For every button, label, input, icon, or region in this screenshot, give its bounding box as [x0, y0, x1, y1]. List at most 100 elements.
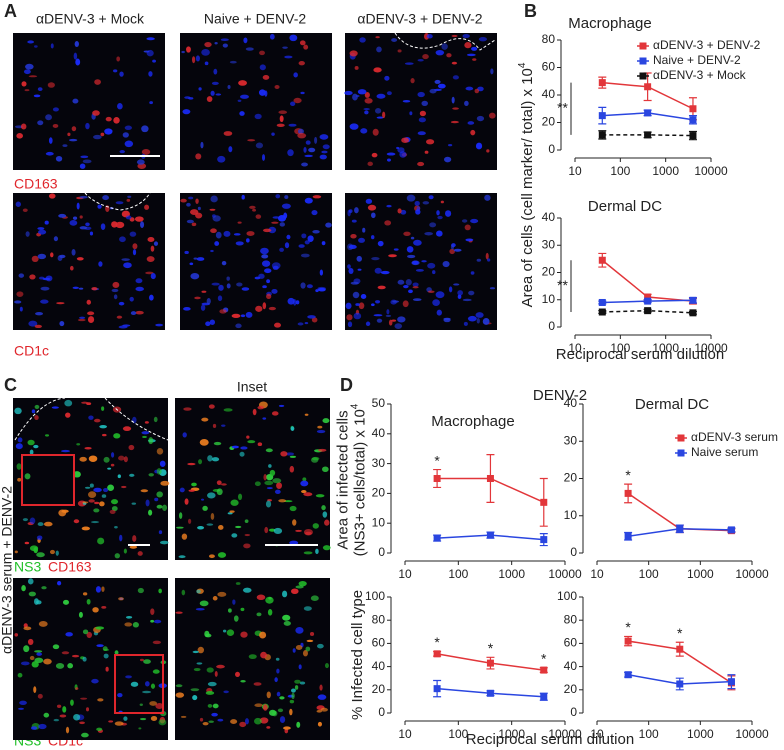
cell-dot: [235, 582, 241, 585]
cell-dot: [76, 202, 80, 210]
cell-dot: [304, 154, 313, 158]
cell-dot: [442, 260, 450, 268]
cell-dot: [397, 49, 402, 53]
cell-dot: [371, 152, 378, 158]
cell-dot: [143, 659, 151, 664]
cell-dot: [298, 580, 307, 587]
cell-dot: [244, 519, 249, 523]
cell-dot: [223, 408, 233, 412]
cell-dot: [319, 269, 324, 276]
cell-dot: [353, 312, 362, 320]
cell-dot: [97, 204, 102, 209]
cell-dot: [41, 586, 47, 590]
cell-dot: [56, 704, 62, 709]
cell-dot: [484, 194, 491, 201]
cell-dot: [128, 444, 135, 451]
cell-dot: [103, 648, 110, 651]
cell-dot: [233, 615, 239, 622]
cell-dot: [273, 527, 283, 535]
cell-dot: [406, 246, 414, 253]
cell-dot: [188, 489, 196, 492]
cell-dot: [444, 210, 452, 217]
cell-dot: [80, 155, 89, 159]
cell-dot: [303, 44, 309, 50]
cell-dot: [243, 543, 251, 549]
cell-dot: [412, 298, 422, 301]
x-tick-label: 100: [639, 567, 659, 581]
cell-dot: [103, 456, 110, 463]
y-tick-label: 10: [372, 515, 386, 529]
cell-dot: [93, 508, 100, 513]
cell-dot: [279, 716, 286, 724]
cell-dot: [451, 61, 458, 65]
cell-dot: [93, 418, 101, 423]
cell-dot: [223, 690, 229, 694]
cell-dot: [376, 46, 382, 53]
cell-dot: [214, 41, 218, 45]
cell-dot: [91, 678, 99, 684]
cell-dot: [427, 290, 435, 293]
cell-dot: [135, 286, 144, 292]
cell-dot: [62, 599, 69, 605]
cell-dot: [421, 100, 428, 106]
cell-dot: [179, 487, 185, 493]
cell-dot: [132, 416, 137, 424]
cell-dot: [375, 36, 380, 39]
cell-dot: [289, 505, 297, 512]
cell-dot: [356, 255, 362, 262]
y-tick-label: 30: [372, 456, 386, 470]
cell-dot: [48, 193, 56, 199]
cell-dot: [292, 519, 297, 526]
cell-dot: [95, 626, 105, 630]
cell-dot: [319, 134, 329, 140]
cell-dot: [265, 500, 272, 508]
cell-dot: [207, 681, 217, 687]
cell-dot: [104, 128, 113, 135]
x-tick-label: 10000: [735, 567, 769, 581]
cell-dot: [210, 90, 215, 96]
y-axis-label: (NS3+ cells/total) x 104: [349, 403, 368, 556]
panel-label: D: [340, 375, 353, 395]
cell-dot: [451, 34, 458, 38]
cell-dot: [240, 446, 248, 450]
cell-dot: [34, 404, 40, 409]
cell-dot: [452, 75, 459, 80]
cell-dot: [198, 87, 202, 91]
cell-dot: [31, 255, 39, 263]
y-tick-label: 20: [564, 682, 578, 696]
cell-dot: [428, 195, 434, 200]
cell-dot: [309, 632, 315, 636]
cell-dot: [391, 38, 398, 42]
y-axis-label: Area of cells (cell marker/ total) x 104: [517, 62, 536, 307]
cell-dot: [211, 282, 220, 286]
micrograph: [13, 193, 165, 330]
cell-dot: [239, 111, 245, 116]
cell-dot: [89, 483, 94, 488]
y-tick-label: 100: [365, 589, 385, 603]
cell-dot: [212, 423, 217, 429]
data-point: [486, 689, 494, 697]
cell-dot: [132, 535, 137, 542]
cell-dot: [269, 469, 276, 477]
cell-dot: [314, 136, 318, 144]
cell-dot: [57, 581, 62, 586]
cell-dot: [22, 208, 28, 212]
cell-dot: [84, 486, 91, 489]
cell-dot: [300, 480, 309, 487]
cell-dot: [475, 312, 484, 318]
y-tick-label: 0: [378, 705, 385, 719]
cell-dot: [34, 415, 39, 421]
cell-dot: [282, 590, 288, 598]
cell-dot: [320, 707, 328, 712]
cell-dot: [123, 262, 132, 269]
cell-dot: [482, 318, 490, 325]
data-point: [486, 659, 494, 667]
cell-dot: [294, 679, 301, 684]
cell-dot: [122, 132, 129, 138]
cell-dot: [300, 91, 305, 95]
cell-dot: [155, 323, 164, 327]
cell-dot: [322, 466, 329, 473]
cell-dot: [275, 657, 280, 661]
cell-dot: [347, 264, 351, 269]
cell-dot: [22, 518, 28, 522]
